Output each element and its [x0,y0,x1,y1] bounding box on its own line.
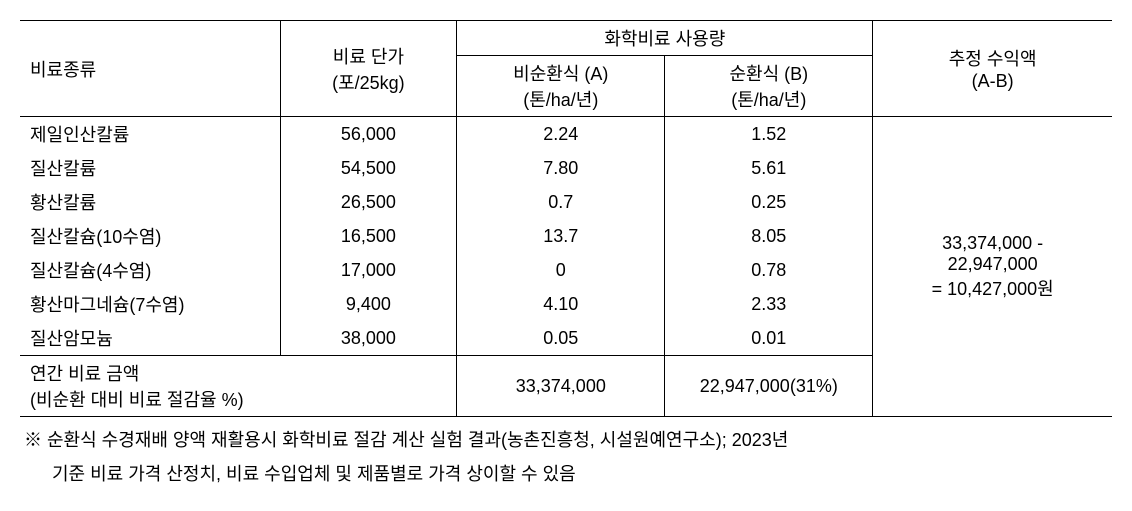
cell-a: 0.7 [457,185,665,219]
cell-b: 0.25 [665,185,873,219]
header-type: 비료종류 [20,21,280,117]
cell-name: 질산칼슘(10수염) [20,219,280,253]
header-est-label: 추정 수익액 [949,49,1037,69]
header-usage-group: 화학비료 사용량 [457,21,873,56]
cell-price: 38,000 [280,321,457,356]
cell-name: 황산칼륨 [20,185,280,219]
cell-name: 황산마그네슘(7수염) [20,287,280,321]
summary-a: 33,374,000 [457,356,665,417]
cell-b: 0.78 [665,253,873,287]
header-b-unit: (톤/ha/년) [731,90,806,110]
header-price: 비료 단가 (포/25kg) [280,21,457,117]
cell-price: 16,500 [280,219,457,253]
cell-name: 제일인산칼륨 [20,117,280,152]
summary-label-line1: 연간 비료 금액 [30,364,139,384]
header-col-a: 비순환식 (A) (톤/ha/년) [457,56,665,117]
cell-a: 13.7 [457,219,665,253]
table-row: 제일인산칼륨 56,000 2.24 1.52 33,374,000 - 22,… [20,117,1112,152]
cell-name: 질산암모늄 [20,321,280,356]
fertilizer-table-container: 비료종류 비료 단가 (포/25kg) 화학비료 사용량 추정 수익액 (A-B… [20,20,1112,491]
header-col-b: 순환식 (B) (톤/ha/년) [665,56,873,117]
cell-b: 0.01 [665,321,873,356]
cell-b: 2.33 [665,287,873,321]
header-price-label: 비료 단가 [333,47,404,67]
footnote-line1: ※ 순환식 수경재배 양액 재활용시 화학비료 절감 계산 실험 결과(농촌진흥… [24,423,1112,457]
cell-price: 9,400 [280,287,457,321]
summary-label-line2: (비순환 대비 비료 절감율 %) [30,390,244,410]
cell-a: 4.10 [457,287,665,321]
fertilizer-table: 비료종류 비료 단가 (포/25kg) 화학비료 사용량 추정 수익액 (A-B… [20,20,1112,417]
cell-price: 56,000 [280,117,457,152]
cell-b: 8.05 [665,219,873,253]
header-estimate: 추정 수익액 (A-B) [873,21,1112,117]
header-price-unit: (포/25kg) [332,73,405,93]
header-est-unit: (A-B) [972,71,1014,91]
cell-price: 17,000 [280,253,457,287]
estimate-line1: 33,374,000 - [942,233,1043,253]
cell-a: 2.24 [457,117,665,152]
cell-estimate: 33,374,000 - 22,947,000 = 10,427,000원 [873,117,1112,417]
cell-name: 질산칼슘(4수염) [20,253,280,287]
cell-b: 1.52 [665,117,873,152]
cell-a: 7.80 [457,151,665,185]
cell-a: 0 [457,253,665,287]
summary-label: 연간 비료 금액 (비순환 대비 비료 절감율 %) [20,356,457,417]
cell-b: 5.61 [665,151,873,185]
header-a-label: 비순환식 (A) [513,64,608,84]
summary-b: 22,947,000(31%) [665,356,873,417]
estimate-line3: = 10,427,000원 [932,279,1054,299]
footnote: ※ 순환식 수경재배 양액 재활용시 화학비료 절감 계산 실험 결과(농촌진흥… [20,423,1112,491]
cell-a: 0.05 [457,321,665,356]
cell-price: 54,500 [280,151,457,185]
cell-name: 질산칼륨 [20,151,280,185]
estimate-line2: 22,947,000 [948,254,1038,274]
header-a-unit: (톤/ha/년) [523,90,598,110]
header-b-label: 순환식 (B) [729,64,808,84]
footnote-line2: 기준 비료 가격 산정치, 비료 수입업체 및 제품별로 가격 상이할 수 있음 [24,457,1112,491]
cell-price: 26,500 [280,185,457,219]
